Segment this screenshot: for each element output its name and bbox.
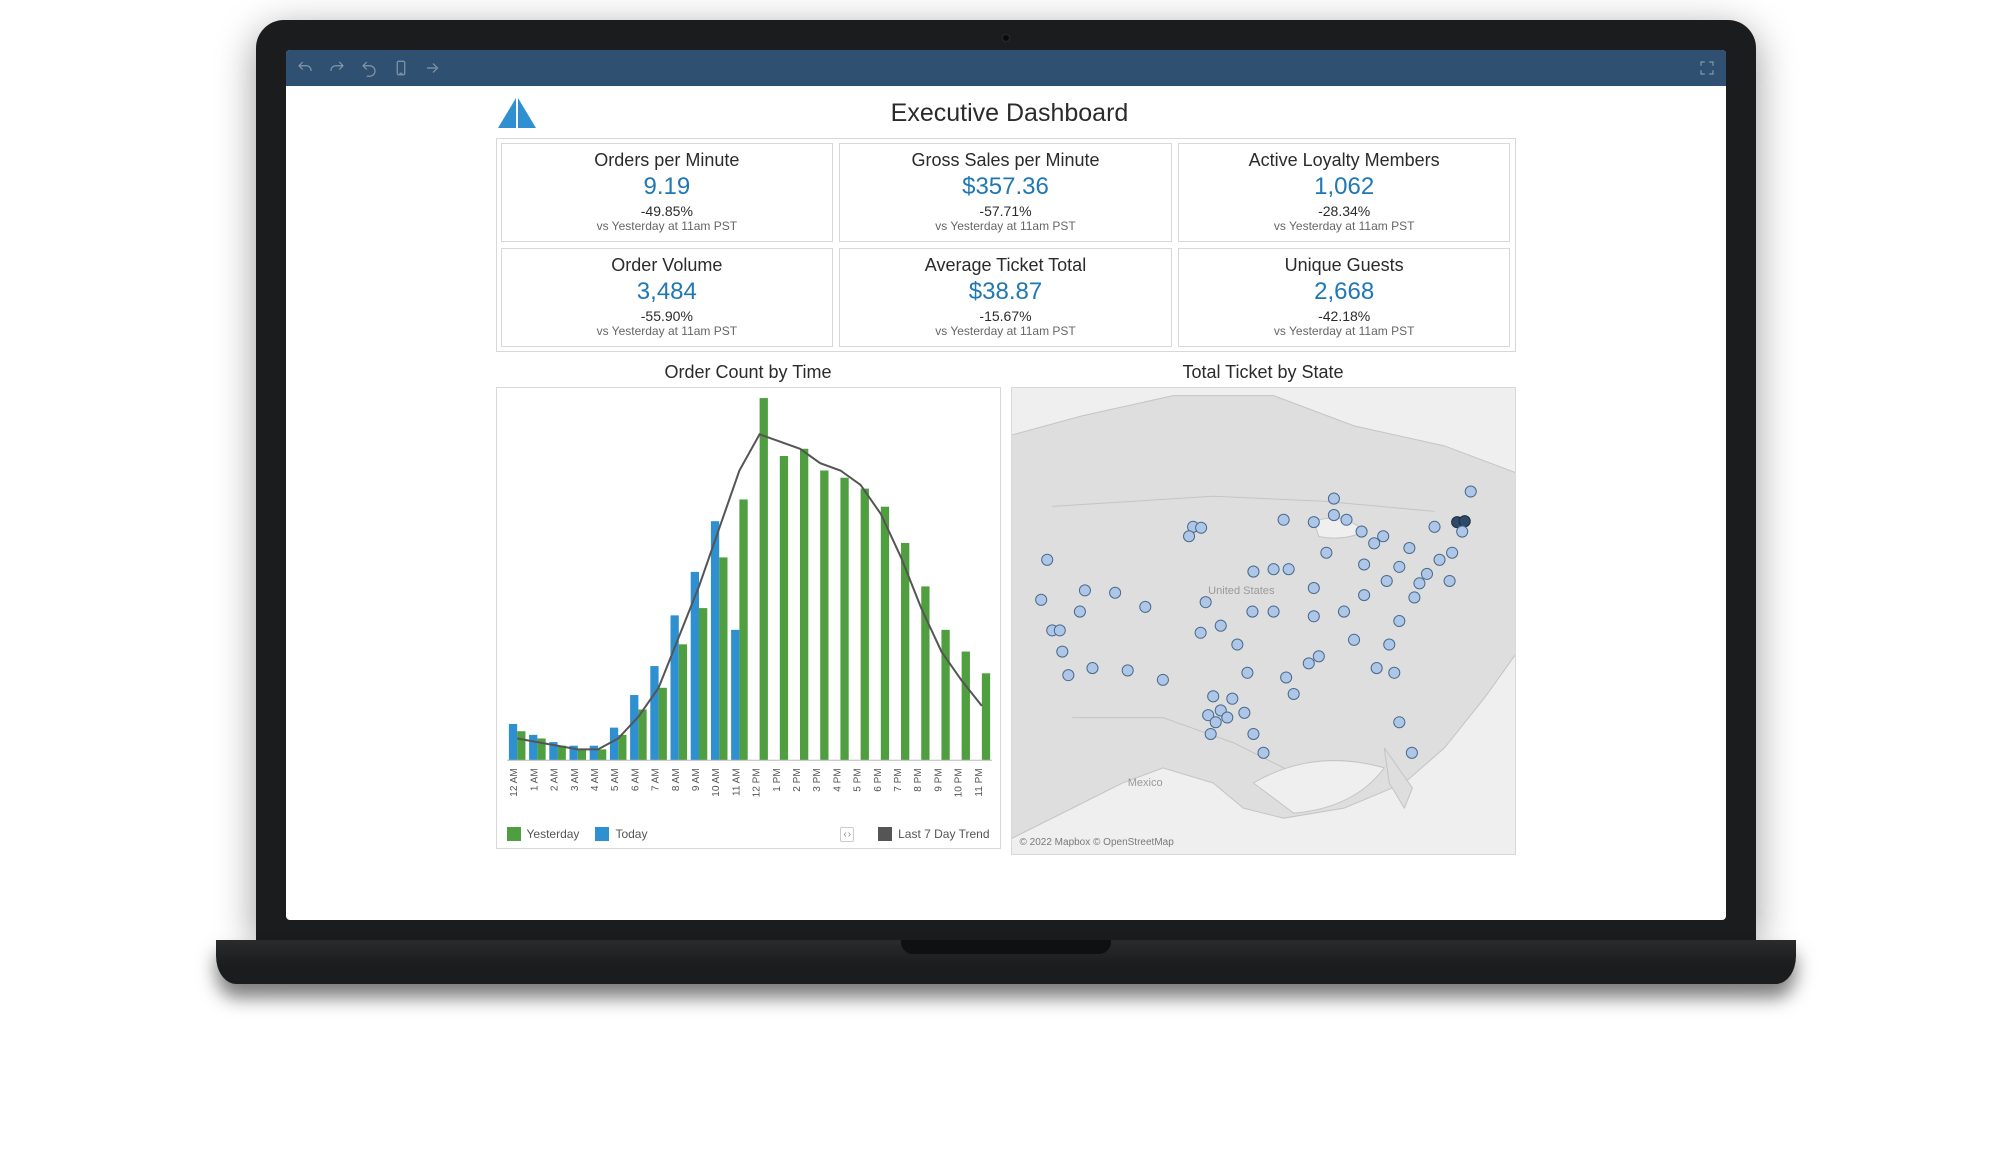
kpi-title: Unique Guests: [1187, 255, 1502, 276]
svg-text:1 AM: 1 AM: [529, 768, 540, 791]
kpi-avg-ticket[interactable]: Average Ticket Total $38.87 -15.67% vs Y…: [839, 248, 1172, 347]
legend-label: Last 7 Day Trend: [898, 827, 989, 841]
kpi-value: 9.19: [510, 173, 825, 201]
svg-text:6 PM: 6 PM: [872, 768, 883, 791]
laptop-bezel: Executive Dashboard Orders per Minute 9.…: [256, 20, 1756, 940]
laptop-base: [216, 940, 1796, 984]
legend-swatch: [507, 827, 521, 841]
kpi-delta: -57.71%: [848, 203, 1163, 219]
svg-text:9 PM: 9 PM: [933, 768, 944, 791]
svg-text:8 AM: 8 AM: [670, 768, 681, 791]
kpi-delta: -28.34%: [1187, 203, 1502, 219]
kpi-title: Gross Sales per Minute: [848, 150, 1163, 171]
chevron-right-icon: ›: [848, 829, 851, 840]
kpi-value: 3,484: [510, 278, 825, 306]
kpi-value: 2,668: [1187, 278, 1502, 306]
svg-text:10 PM: 10 PM: [953, 768, 964, 797]
screen: Executive Dashboard Orders per Minute 9.…: [286, 50, 1726, 920]
svg-text:4 PM: 4 PM: [832, 768, 843, 791]
kpi-order-volume[interactable]: Order Volume 3,484 -55.90% vs Yesterday …: [501, 248, 834, 347]
map-attribution: © 2022 Mapbox © OpenStreetMap: [1020, 837, 1174, 848]
kpi-delta: -42.18%: [1187, 308, 1502, 324]
brand-logo-icon: [496, 96, 538, 130]
svg-text:8 PM: 8 PM: [913, 768, 924, 791]
svg-text:7 PM: 7 PM: [893, 768, 904, 791]
svg-text:10 AM: 10 AM: [711, 768, 722, 796]
svg-text:12 AM: 12 AM: [509, 768, 520, 796]
order-count-chart[interactable]: 12 AM 1 AM 2 AM 3 AM 4 AM 5 AM 6 AM 7 AM 8 AM 9 A…: [496, 387, 1001, 849]
chart-title: Total Ticket by State: [1011, 362, 1516, 383]
svg-text:6 AM: 6 AM: [630, 768, 641, 791]
svg-text:12 PM: 12 PM: [751, 768, 762, 797]
undo-icon[interactable]: [296, 59, 314, 77]
kpi-value: $38.87: [848, 278, 1163, 306]
svg-text:5 PM: 5 PM: [852, 768, 863, 791]
kpi-note: vs Yesterday at 11am PST: [848, 324, 1163, 338]
kpi-title: Active Loyalty Members: [1187, 150, 1502, 171]
fullscreen-icon[interactable]: [1698, 59, 1716, 77]
kpi-orders-per-minute[interactable]: Orders per Minute 9.19 -49.85% vs Yester…: [501, 143, 834, 242]
laptop-frame: Executive Dashboard Orders per Minute 9.…: [256, 20, 1756, 984]
svg-text:5 AM: 5 AM: [610, 768, 621, 791]
app-toolbar: [286, 50, 1726, 86]
kpi-active-loyalty[interactable]: Active Loyalty Members 1,062 -28.34% vs …: [1178, 143, 1511, 242]
svg-text:9 AM: 9 AM: [690, 768, 701, 791]
kpi-note: vs Yesterday at 11am PST: [510, 219, 825, 233]
legend-swatch: [595, 827, 609, 841]
legend-trend[interactable]: Last 7 Day Trend: [878, 827, 989, 841]
legend-label: Yesterday: [527, 827, 580, 841]
legend-label: Today: [615, 827, 647, 841]
ticket-by-state-block: Total Ticket by State: [1011, 362, 1516, 855]
svg-text:3 AM: 3 AM: [569, 768, 580, 791]
order-count-block: Order Count by Time 12 AM 1 AM 2 AM 3 AM 4 A…: [496, 362, 1001, 855]
svg-text:2 PM: 2 PM: [792, 768, 803, 791]
content-area: Executive Dashboard Orders per Minute 9.…: [286, 86, 1726, 920]
dashboard: Executive Dashboard Orders per Minute 9.…: [496, 96, 1516, 902]
map-label-mx: Mexico: [1127, 777, 1162, 789]
svg-text:1 PM: 1 PM: [771, 768, 782, 791]
svg-text:11 AM: 11 AM: [731, 768, 742, 796]
legend-swatch: [878, 827, 892, 841]
legend-today[interactable]: Today: [595, 827, 647, 841]
svg-text:2 AM: 2 AM: [549, 768, 560, 791]
legend-yesterday[interactable]: Yesterday: [507, 827, 580, 841]
legend-nav[interactable]: ‹ ›: [840, 827, 854, 842]
map-label-us: United States: [1208, 585, 1275, 597]
kpi-gross-sales-per-minute[interactable]: Gross Sales per Minute $357.36 -57.71% v…: [839, 143, 1172, 242]
kpi-note: vs Yesterday at 11am PST: [1187, 219, 1502, 233]
laptop-notch: [901, 940, 1111, 954]
share-icon[interactable]: [424, 59, 442, 77]
chevron-left-icon: ‹: [843, 829, 846, 840]
kpi-title: Orders per Minute: [510, 150, 825, 171]
map-chart[interactable]: United States Mexico © 2022 Mapbox © Ope…: [1011, 387, 1516, 855]
camera-dot: [1002, 34, 1010, 42]
kpi-note: vs Yesterday at 11am PST: [510, 324, 825, 338]
kpi-value: $357.36: [848, 173, 1163, 201]
charts-row: Order Count by Time 12 AM 1 AM 2 AM 3 AM 4 A…: [496, 362, 1516, 855]
kpi-delta: -15.67%: [848, 308, 1163, 324]
kpi-title: Order Volume: [510, 255, 825, 276]
kpi-note: vs Yesterday at 11am PST: [1187, 324, 1502, 338]
svg-text:4 AM: 4 AM: [589, 768, 600, 791]
kpi-note: vs Yesterday at 11am PST: [848, 219, 1163, 233]
svg-text:3 PM: 3 PM: [812, 768, 823, 791]
kpi-grid: Orders per Minute 9.19 -49.85% vs Yester…: [496, 138, 1516, 352]
dash-header: Executive Dashboard: [496, 96, 1516, 130]
chart-title: Order Count by Time: [496, 362, 1001, 383]
replay-icon[interactable]: [360, 59, 378, 77]
kpi-delta: -49.85%: [510, 203, 825, 219]
kpi-delta: -55.90%: [510, 308, 825, 324]
kpi-value: 1,062: [1187, 173, 1502, 201]
kpi-title: Average Ticket Total: [848, 255, 1163, 276]
chart-legend: Yesterday Today ‹ ›: [497, 821, 1000, 848]
page-title: Executive Dashboard: [546, 99, 1516, 128]
kpi-unique-guests[interactable]: Unique Guests 2,668 -42.18% vs Yesterday…: [1178, 248, 1511, 347]
svg-text:11 PM: 11 PM: [973, 768, 984, 796]
bar-chart-svg: 12 AM 1 AM 2 AM 3 AM 4 AM 5 AM 6 AM 7 AM 8 AM 9 A…: [497, 388, 1000, 821]
map-svg: United States Mexico: [1012, 388, 1515, 854]
svg-text:7 AM: 7 AM: [650, 768, 661, 791]
redo-icon[interactable]: [328, 59, 346, 77]
device-icon[interactable]: [392, 59, 410, 77]
